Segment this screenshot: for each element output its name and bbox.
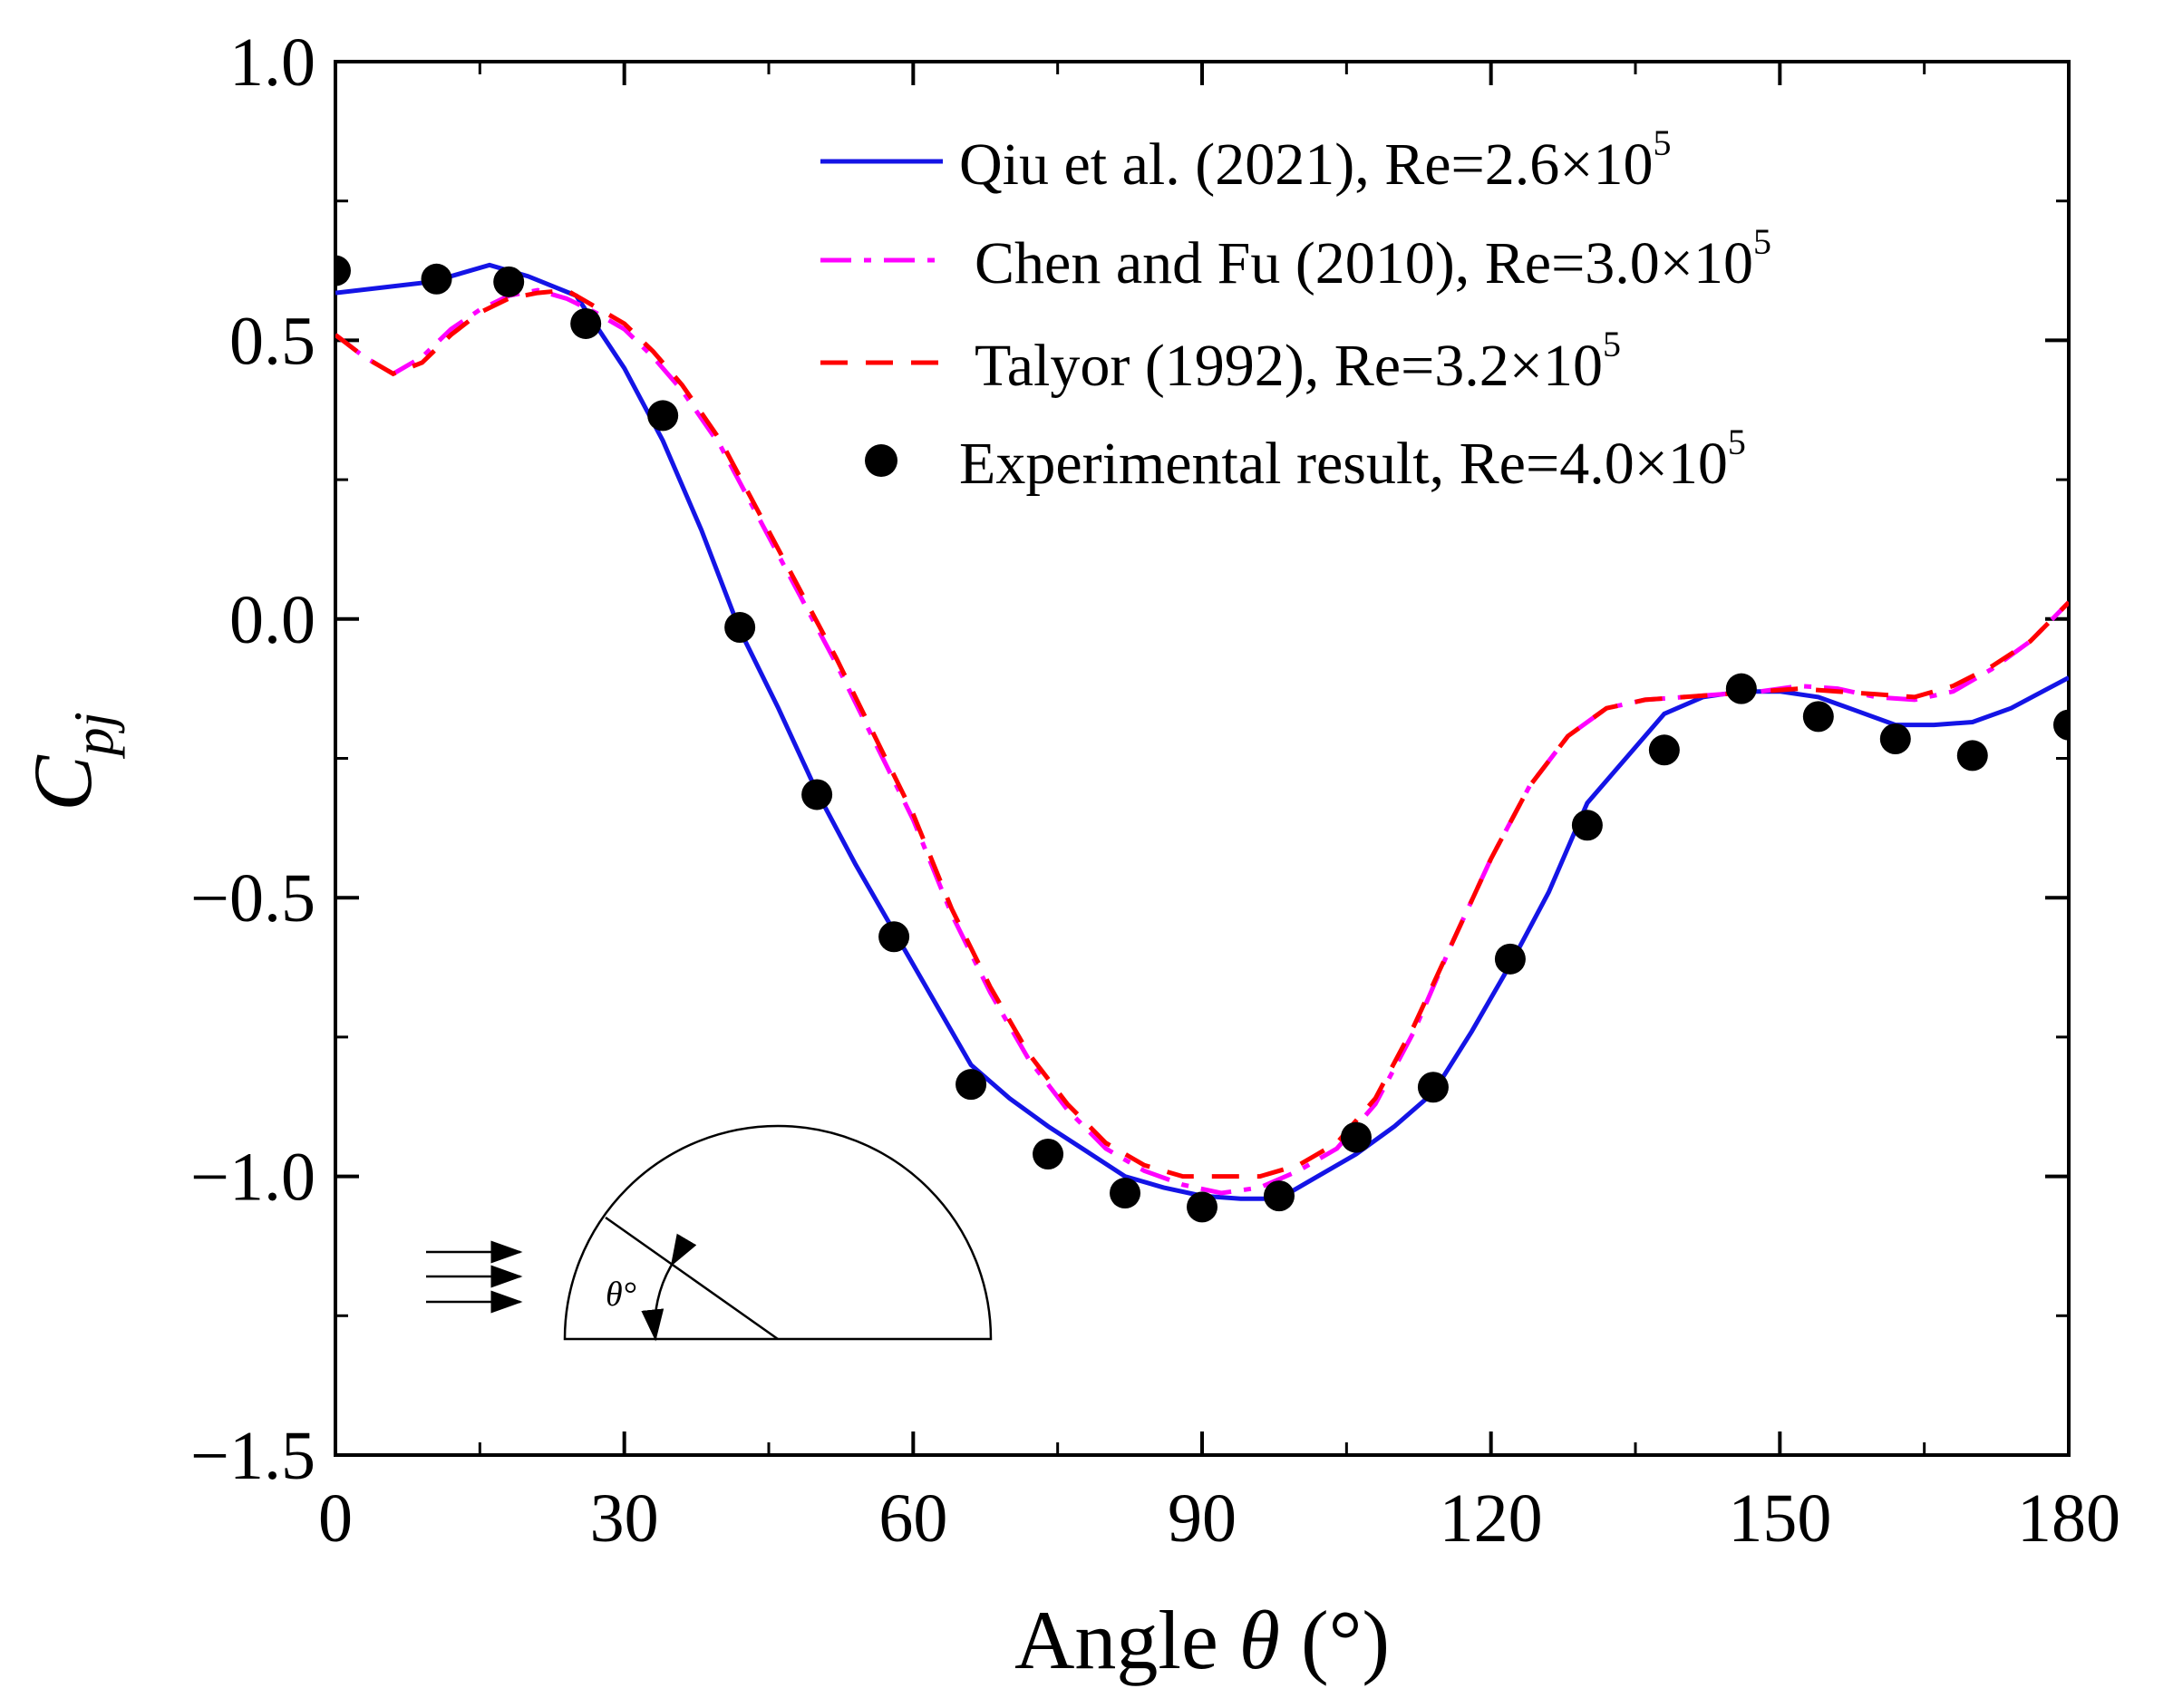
data-point bbox=[1110, 1178, 1141, 1209]
y-tick-label: −1.5 bbox=[190, 1418, 315, 1494]
legend-label-chen: Chen and Fu (2010), Re=3.0×105 bbox=[975, 221, 1771, 296]
data-point bbox=[724, 612, 756, 644]
x-tick-label: 90 bbox=[1168, 1480, 1237, 1557]
data-point bbox=[1187, 1191, 1217, 1223]
inset-diagram: θ° bbox=[426, 1124, 993, 1342]
data-point bbox=[1956, 740, 1988, 772]
x-axis: 0 30 60 90 120 150 180 bbox=[318, 62, 2120, 1557]
data-point bbox=[1725, 673, 1757, 704]
flow-arrows-icon bbox=[426, 1240, 523, 1314]
y-axis-title: Cpj bbox=[16, 712, 125, 811]
semicircle-icon bbox=[563, 1124, 993, 1341]
y-tick-label: −0.5 bbox=[190, 860, 315, 936]
series-line-talyor-1992 bbox=[335, 287, 2069, 1179]
y-tick-label: 0.0 bbox=[229, 582, 315, 658]
data-point bbox=[2053, 709, 2069, 741]
y-tick-label: −1.0 bbox=[190, 1140, 315, 1216]
series-line-chen-fu-2010 bbox=[335, 287, 2069, 1196]
x-tick-label: 150 bbox=[1728, 1480, 1831, 1557]
y-axis: −1.5 −1.0 −0.5 0.0 0.5 1.0 bbox=[190, 24, 2069, 1494]
data-point bbox=[1879, 723, 1911, 754]
y-tick-label: 1.0 bbox=[229, 24, 315, 101]
x-tick-label: 0 bbox=[318, 1480, 353, 1557]
data-point bbox=[1417, 1072, 1449, 1103]
inset-angle-label: θ° bbox=[606, 1276, 636, 1314]
data-point bbox=[1648, 734, 1680, 766]
data-point bbox=[956, 1069, 987, 1101]
data-point bbox=[1802, 701, 1834, 733]
data-point bbox=[801, 779, 833, 810]
legend: Qiu et al. (2021), Re=2.6×105 Chen and F… bbox=[820, 122, 1771, 497]
series-scatter-experimental bbox=[335, 255, 2069, 1223]
data-point bbox=[1494, 943, 1526, 975]
legend-label-experimental: Experimental result, Re=4.0×105 bbox=[959, 422, 1746, 497]
data-point bbox=[1263, 1180, 1295, 1212]
data-point bbox=[1340, 1121, 1372, 1153]
angle-arc-icon bbox=[641, 1233, 697, 1342]
series-line-qiu-2021 bbox=[335, 262, 2069, 1201]
y-tick-label: 0.5 bbox=[229, 303, 315, 379]
x-tick-label: 30 bbox=[590, 1480, 659, 1557]
x-tick-label: 180 bbox=[2017, 1480, 2120, 1557]
x-tick-label: 120 bbox=[1440, 1480, 1543, 1557]
x-tick-label: 60 bbox=[878, 1480, 947, 1557]
data-point bbox=[647, 400, 679, 432]
legend-swatch-experimental bbox=[865, 444, 897, 477]
data-point bbox=[1033, 1139, 1064, 1170]
legend-label-qiu: Qiu et al. (2021), Re=2.6×105 bbox=[959, 122, 1671, 198]
data-point bbox=[493, 266, 525, 297]
data-point bbox=[1571, 810, 1603, 841]
legend-label-talyor: Talyor (1992), Re=3.2×105 bbox=[975, 324, 1621, 399]
data-point bbox=[570, 307, 602, 339]
x-axis-title: Angle θ (°) bbox=[1014, 1594, 1390, 1686]
data-point bbox=[421, 263, 452, 295]
data-point bbox=[878, 921, 910, 953]
data-point bbox=[335, 255, 351, 286]
